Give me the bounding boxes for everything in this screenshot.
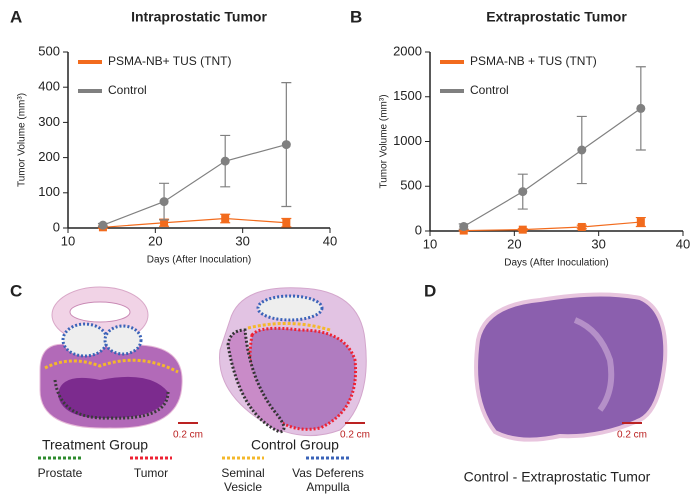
legend-label: Vas Deferens — [292, 466, 364, 480]
y-tick-label: 200 — [38, 149, 60, 164]
panel-label: C — [10, 281, 22, 300]
y-axis-label: Tumor Volume (mm³) — [379, 94, 390, 188]
marker — [518, 225, 527, 234]
y-tick-label: 0 — [53, 219, 60, 234]
x-axis-label: Days (After Inoculation) — [147, 255, 252, 266]
marker — [220, 156, 230, 166]
y-tick-label: 0 — [415, 222, 422, 237]
legend-label: PSMA-NB + TUS (TNT) — [470, 54, 597, 68]
marker — [282, 218, 291, 227]
legend-label: Control — [470, 83, 509, 97]
y-tick-label: 1500 — [393, 88, 422, 103]
marker — [577, 222, 586, 231]
y-tick-label: 100 — [38, 184, 60, 199]
panel-label: D — [424, 281, 436, 300]
x-tick-label: 30 — [235, 233, 249, 248]
marker — [221, 214, 230, 223]
x-tick-label: 10 — [61, 233, 75, 248]
y-axis-label: Tumor Volume (mm³) — [17, 93, 28, 187]
legend-label: Control — [108, 83, 147, 97]
panel-label: B — [350, 7, 362, 26]
series-line — [463, 107, 642, 228]
x-tick-label: 20 — [148, 233, 162, 248]
scale-label: 0.2 cm — [173, 430, 203, 441]
y-tick-label: 300 — [38, 114, 60, 129]
legend-label: Seminal — [221, 466, 264, 480]
series-line — [102, 217, 287, 228]
y-tick-label: 500 — [38, 43, 60, 58]
histology-treatment — [39, 286, 198, 429]
marker — [159, 197, 169, 207]
x-axis-label: Days (After Inoculation) — [504, 258, 609, 269]
legend-label: Prostate — [38, 466, 83, 480]
marker — [98, 220, 108, 230]
scale-label: 0.2 cm — [617, 430, 647, 441]
y-tick-label: 1000 — [393, 133, 422, 148]
chart-title: Intraprostatic Tumor — [131, 9, 267, 25]
histology-control — [219, 287, 367, 437]
histology-extraprostatic — [474, 292, 668, 442]
x-tick-label: 40 — [323, 233, 337, 248]
y-tick-label: 2000 — [393, 43, 422, 58]
marker — [577, 145, 587, 155]
x-tick-label: 20 — [507, 236, 521, 251]
y-tick-label: 400 — [38, 79, 60, 94]
group-label: Control Group — [251, 437, 339, 453]
legend-label: Tumor — [134, 466, 168, 480]
panel-label: A — [10, 7, 22, 26]
y-tick-label: 500 — [400, 178, 422, 193]
legend-label: PSMA-NB+ TUS (TNT) — [108, 54, 231, 68]
series-line — [102, 143, 287, 226]
legend-label: Ampulla — [306, 480, 350, 494]
x-tick-label: 40 — [676, 236, 690, 251]
marker — [636, 103, 646, 113]
x-tick-label: 30 — [591, 236, 605, 251]
caption: Control - Extraprostatic Tumor — [464, 469, 651, 485]
marker — [281, 140, 291, 150]
marker — [518, 187, 528, 197]
series-line — [463, 221, 641, 232]
legend-label: Vesicle — [224, 480, 262, 494]
scale-label: 0.2 cm — [340, 430, 370, 441]
marker — [459, 222, 469, 232]
marker — [636, 218, 645, 227]
marker — [160, 218, 169, 227]
chart-title: Extraprostatic Tumor — [486, 9, 627, 25]
x-tick-label: 10 — [423, 236, 437, 251]
group-label: Treatment Group — [42, 437, 148, 453]
